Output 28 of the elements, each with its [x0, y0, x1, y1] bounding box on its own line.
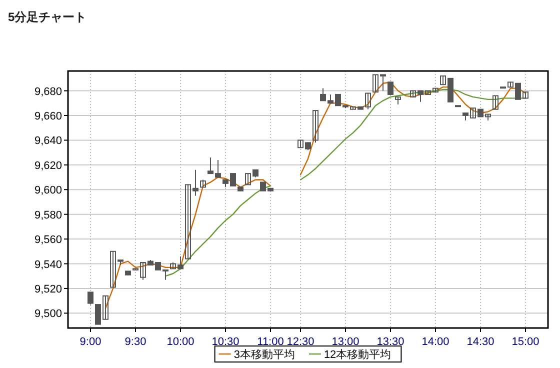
- y-tick-label: 9,520: [34, 283, 62, 296]
- x-tick-label: 13:00: [332, 336, 360, 348]
- legend-label: 12本移動平均: [324, 348, 392, 361]
- y-tick-label: 9,560: [34, 234, 62, 246]
- x-tick-label: 10:30: [212, 336, 240, 348]
- x-tick-label: 9:30: [124, 336, 146, 348]
- y-tick-label: 9,660: [34, 110, 62, 122]
- y-tick-label: 9,580: [34, 209, 62, 222]
- x-tick-label: 9:00: [80, 336, 102, 348]
- x-tick-label: 14:30: [466, 336, 494, 348]
- y-tick-label: 9,600: [34, 184, 62, 197]
- y-tick-label: 9,620: [34, 160, 62, 172]
- y-tick-label: 9,540: [34, 258, 62, 271]
- y-tick-label: 9,500: [34, 308, 62, 320]
- y-tick-label: 9,680: [34, 86, 62, 98]
- x-tick-label: 15:00: [512, 336, 540, 348]
- chart-title: 5分足チャート: [8, 10, 87, 24]
- legend-label: 3本移動平均: [234, 348, 295, 361]
- candlestick: [388, 82, 394, 95]
- x-tick-label: 13:30: [376, 336, 404, 348]
- x-tick-label: 12:30: [286, 336, 314, 348]
- candlestick: [88, 292, 94, 306]
- x-tick-label: 11:00: [257, 336, 284, 348]
- x-tick-label: 14:00: [422, 336, 450, 348]
- y-tick-label: 9,640: [34, 135, 62, 148]
- candlestick: [492, 95, 498, 110]
- x-tick-label: 10:00: [166, 336, 194, 348]
- candlestick: [312, 110, 318, 144]
